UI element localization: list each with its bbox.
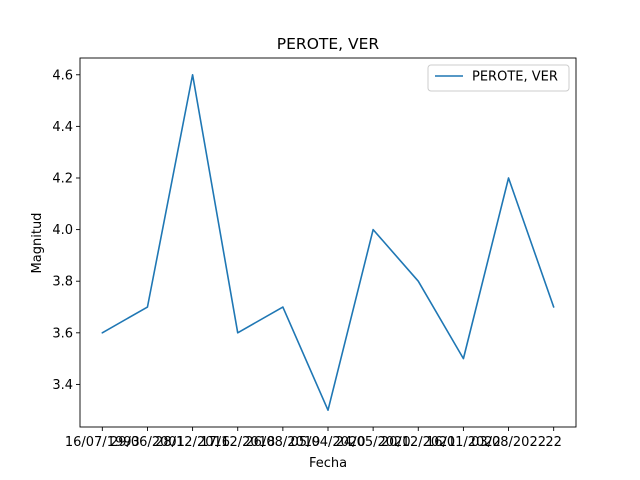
ticks-layer: 3.4 3.6 3.8 4.0 4.2 4.4 4.6 16/07/199329/06/200…: [52, 68, 562, 450]
y-tick-label: 3.8: [52, 275, 73, 290]
x-tick-label: 03/08/2022: [471, 435, 546, 450]
series-line-perote-ver: [101, 73, 555, 412]
x-tick-label: 29/06/2001: [110, 435, 185, 450]
plot-area: [80, 58, 576, 427]
x-tick-label: 16/01/2022: [426, 435, 501, 450]
x-tick-label: 24/05/2020: [336, 435, 411, 450]
x-tick-label: 05/04/2020: [291, 435, 366, 450]
legend-box: [427, 64, 570, 92]
legend-label: PEROTE, VER: [472, 70, 558, 85]
x-axis-label: Fecha: [309, 456, 347, 471]
y-axis-label: Magnitud: [30, 213, 45, 274]
y-tick-label: 4.2: [52, 171, 73, 186]
x-tick-label: 16/07/1993: [65, 435, 140, 450]
plot-frame: [79, 57, 577, 428]
y-tick-label: 4.6: [52, 68, 73, 83]
y-tick-label: 3.6: [52, 326, 73, 341]
x-tick-label: 28/12/2016: [155, 435, 230, 450]
x-tick-label: 20/12/2021: [381, 435, 456, 450]
y-tick-label: 4.4: [52, 120, 73, 135]
x-tick-label: 17/12/2018: [200, 435, 275, 450]
legend: PEROTE, VER: [427, 64, 570, 92]
x-tick-label: 22: [545, 435, 562, 450]
x-tick-label: 26/08/2019: [245, 435, 320, 450]
chart-title: PEROTE, VER: [277, 35, 380, 53]
y-tick-label: 4.0: [52, 223, 73, 238]
y-tick-label: 3.4: [52, 378, 73, 393]
